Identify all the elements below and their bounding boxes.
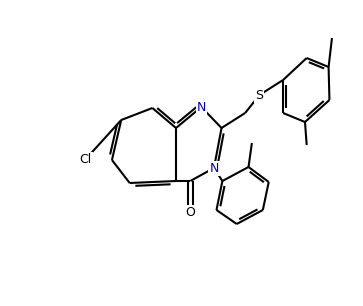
Text: Cl: Cl <box>80 152 92 166</box>
Text: N: N <box>197 100 206 114</box>
Text: O: O <box>185 206 195 218</box>
Text: N: N <box>209 162 219 174</box>
Text: S: S <box>256 88 264 102</box>
